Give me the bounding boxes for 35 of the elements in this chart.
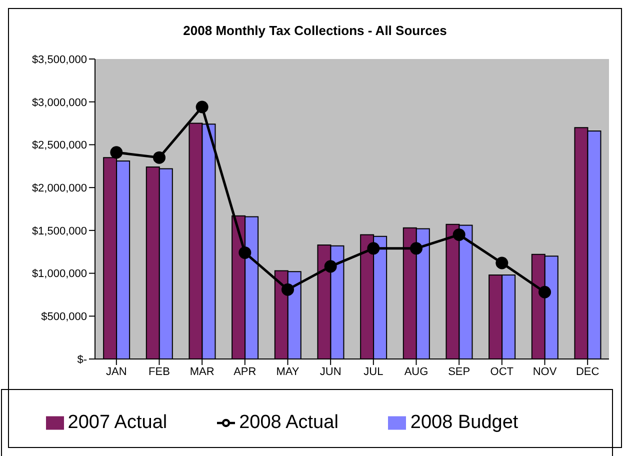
x-tick-label: NOV (532, 366, 558, 378)
y-tick-label: $- (77, 354, 88, 366)
point (282, 283, 294, 296)
point (367, 242, 380, 255)
point (410, 242, 422, 255)
y-tick-label: $3,000,000 (32, 96, 87, 109)
y-tick-label: $2,000,000 (32, 182, 87, 194)
legend-label: 2008 Budget (410, 412, 518, 433)
x-tick-label: JUN (320, 366, 342, 378)
x-tick-label: APR (234, 366, 256, 378)
x-tick-label: SEP (448, 366, 470, 378)
y-tick-label: $1,000,000 (32, 268, 87, 280)
point (196, 100, 208, 114)
y-tick-label: $500,000 (41, 311, 87, 324)
x-tick-label: FEB (148, 366, 170, 378)
x-tick-label: AUG (404, 366, 428, 378)
point (110, 146, 123, 159)
x-tick-label: JAN (106, 366, 127, 378)
legend-label: 2008 Actual (239, 412, 338, 433)
point (238, 246, 252, 259)
chart-title: 2008 Monthly Tax Collections - All Sources (182, 22, 448, 40)
point (324, 260, 337, 273)
y-tick-label: $3,500,000 (32, 54, 87, 66)
point (496, 256, 508, 270)
y-tick-label: $2,500,000 (32, 140, 87, 152)
x-tick-label: MAY (276, 366, 300, 378)
point (538, 286, 551, 298)
x-tick-label: DEC (576, 366, 600, 378)
x-tick-label: JUL (364, 366, 384, 378)
x-tick-label: MAR (190, 366, 214, 378)
y-tick-label: $1,500,000 (32, 225, 87, 238)
legend-label: 2007 Actual (68, 412, 168, 433)
x-tick-label: OCT (490, 366, 514, 378)
point (452, 228, 466, 241)
point (153, 151, 166, 164)
